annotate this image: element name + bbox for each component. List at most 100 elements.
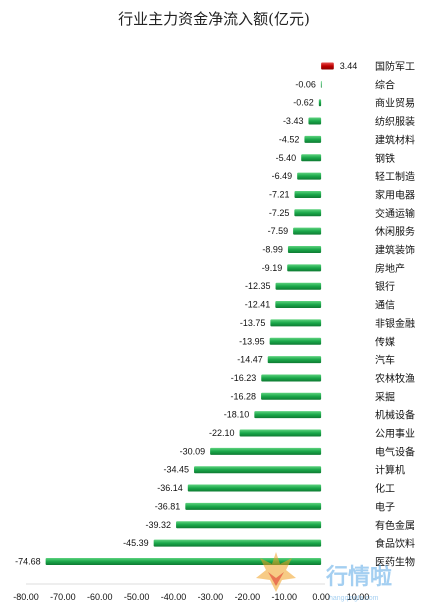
x-tick-label-4: -50.00 (124, 592, 150, 602)
value-label-23: -34.45 (163, 465, 189, 475)
value-label-group: 3.44 -0.06 -0.62 -3.43 -4.52 -5.40 -6.49 -7.21 -… (15, 61, 357, 566)
category-label-2: 综合 (375, 78, 395, 91)
value-label-1: 3.44 (340, 61, 358, 71)
x-tick-label-5: -40.00 (161, 592, 187, 602)
bar-3 (318, 99, 322, 107)
category-label-27: 食品饮料 (375, 537, 415, 550)
category-label-19: 采掘 (375, 390, 395, 403)
bar-16 (269, 337, 322, 345)
value-label-24: -36.14 (157, 483, 183, 493)
value-label-3: -0.62 (293, 98, 314, 108)
value-label-8: -7.21 (269, 189, 290, 199)
x-tick-label-2: -70.00 (50, 592, 76, 602)
value-label-13: -12.35 (245, 281, 271, 291)
category-label-11: 建筑装饰 (375, 244, 415, 257)
category-label-5: 建筑材料 (375, 133, 415, 146)
bar-23 (194, 466, 322, 474)
category-label-26: 有色金属 (375, 519, 415, 532)
category-label-group: 国防军工综合商业贸易纺织服装建筑材料钢铁轻工制造家用电器交通运输休闲服务建筑装饰… (375, 60, 415, 568)
value-label-6: -5.40 (276, 153, 297, 163)
fox-logo-icon (256, 552, 296, 592)
bar-27 (153, 539, 322, 547)
x-tick-label-9: 0.00 (312, 592, 330, 602)
bar-24 (187, 484, 322, 492)
bar-22 (210, 447, 322, 455)
value-label-19: -16.28 (231, 391, 257, 401)
value-label-28: -74.68 (15, 556, 41, 566)
bar-28 (45, 557, 322, 565)
value-label-7: -6.49 (272, 171, 293, 181)
bar-15 (270, 319, 322, 327)
bar-17 (267, 356, 322, 364)
category-label-15: 非银金融 (375, 317, 415, 330)
category-label-7: 轻工制造 (375, 170, 415, 183)
value-label-4: -3.43 (283, 116, 304, 126)
bar-26 (176, 521, 322, 529)
bar-25 (185, 502, 322, 510)
category-label-10: 休闲服务 (375, 225, 415, 238)
bar-1 (321, 62, 334, 70)
bar-7 (297, 172, 322, 180)
bar-20 (254, 411, 322, 419)
value-label-11: -8.99 (262, 245, 283, 255)
category-label-21: 公用事业 (375, 427, 415, 440)
value-label-9: -7.25 (269, 208, 290, 218)
x-tick-label-3: -60.00 (87, 592, 113, 602)
value-label-2: -0.06 (295, 79, 316, 89)
category-label-25: 电子 (375, 500, 395, 513)
bar-6 (301, 154, 322, 162)
value-label-25: -36.81 (155, 501, 181, 511)
category-label-3: 商业贸易 (375, 97, 415, 110)
category-label-28: 医药生物 (375, 555, 415, 568)
bar-21 (239, 429, 322, 437)
x-tick-label-10: 10.00 (347, 592, 370, 602)
bar-14 (275, 301, 322, 309)
category-label-9: 交通运输 (375, 207, 415, 220)
value-label-17: -14.47 (237, 355, 263, 365)
category-label-1: 国防军工 (375, 60, 415, 73)
category-label-16: 传媒 (375, 336, 395, 348)
value-label-14: -12.41 (245, 300, 271, 310)
category-label-20: 机械设备 (375, 409, 415, 422)
x-tick-label-8: -10.00 (271, 592, 297, 602)
watermark-text: 行情啦 (325, 564, 392, 590)
category-label-13: 银行 (375, 280, 395, 293)
x-tick-label-7: -20.00 (235, 592, 261, 602)
bar-4 (308, 117, 322, 125)
bar-10 (293, 227, 322, 235)
category-label-18: 农林牧渔 (375, 372, 415, 385)
value-label-5: -4.52 (279, 134, 300, 144)
category-label-22: 电气设备 (375, 445, 415, 458)
category-label-23: 计算机 (375, 464, 405, 477)
value-label-12: -9.19 (262, 263, 283, 273)
watermark: 行情啦 hangqingla.com (256, 552, 392, 602)
bar-19 (261, 392, 322, 400)
value-label-26: -39.32 (146, 520, 172, 530)
value-label-10: -7.59 (268, 226, 289, 236)
chart-title: 行业主力资金净流入额(亿元) (118, 10, 310, 28)
value-label-18: -16.23 (231, 373, 257, 383)
value-label-20: -18.10 (224, 410, 250, 420)
value-label-27: -45.39 (123, 538, 149, 548)
watermark-url: hangqingla.com (329, 595, 379, 602)
bar-13 (275, 282, 322, 290)
value-label-22: -30.09 (180, 446, 206, 456)
category-label-6: 钢铁 (375, 152, 395, 165)
bar-11 (287, 246, 322, 253)
x-tick-label-6: -30.00 (198, 592, 224, 602)
x-tick-group: -80.00 -70.00 -60.00 -50.00 -40.00 -30.00 -20.… (13, 592, 369, 602)
category-label-4: 纺织服装 (375, 115, 415, 128)
bar-12 (287, 264, 322, 272)
value-label-21: -22.10 (209, 428, 235, 438)
bar-5 (304, 135, 322, 143)
bar-18 (261, 374, 322, 382)
category-label-24: 化工 (375, 482, 395, 495)
bar-9 (294, 209, 322, 217)
bar-2 (320, 80, 322, 88)
bar-group (45, 62, 334, 565)
category-label-12: 房地产 (375, 262, 405, 275)
category-label-14: 通信 (375, 300, 395, 312)
category-label-17: 汽车 (375, 354, 395, 367)
category-label-8: 家用电器 (375, 188, 415, 201)
